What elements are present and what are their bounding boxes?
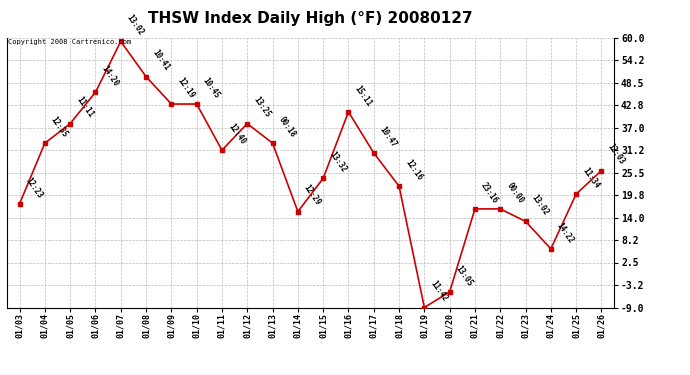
Text: 10:41: 10:41 (150, 48, 171, 72)
Text: 13:25: 13:25 (251, 95, 272, 119)
Text: 12:16: 12:16 (403, 158, 424, 182)
Text: 12:03: 12:03 (606, 142, 627, 166)
Text: 11:42: 11:42 (428, 279, 449, 303)
Text: 13:02: 13:02 (125, 13, 146, 37)
Text: 12:23: 12:23 (23, 176, 44, 200)
Text: 12:19: 12:19 (175, 76, 196, 100)
Text: 13:32: 13:32 (327, 150, 348, 174)
Text: 14:22: 14:22 (555, 220, 575, 245)
Text: 15:11: 15:11 (353, 84, 373, 108)
Text: 13:02: 13:02 (530, 193, 551, 217)
Text: Copyright 2008 Cartrenico.com: Copyright 2008 Cartrenico.com (8, 39, 131, 45)
Text: 11:11: 11:11 (75, 95, 95, 119)
Text: 12:35: 12:35 (49, 115, 70, 139)
Text: 00:18: 00:18 (277, 115, 297, 139)
Text: THSW Index Daily High (°F) 20080127: THSW Index Daily High (°F) 20080127 (148, 11, 473, 26)
Text: 10:45: 10:45 (201, 76, 221, 100)
Text: 13:05: 13:05 (454, 264, 475, 288)
Text: 14:20: 14:20 (99, 64, 120, 88)
Text: 12:40: 12:40 (226, 122, 247, 146)
Text: 12:29: 12:29 (302, 183, 323, 207)
Text: 23:16: 23:16 (479, 181, 500, 205)
Text: 10:47: 10:47 (378, 124, 399, 149)
Text: 11:34: 11:34 (580, 166, 601, 190)
Text: 00:00: 00:00 (504, 181, 525, 205)
